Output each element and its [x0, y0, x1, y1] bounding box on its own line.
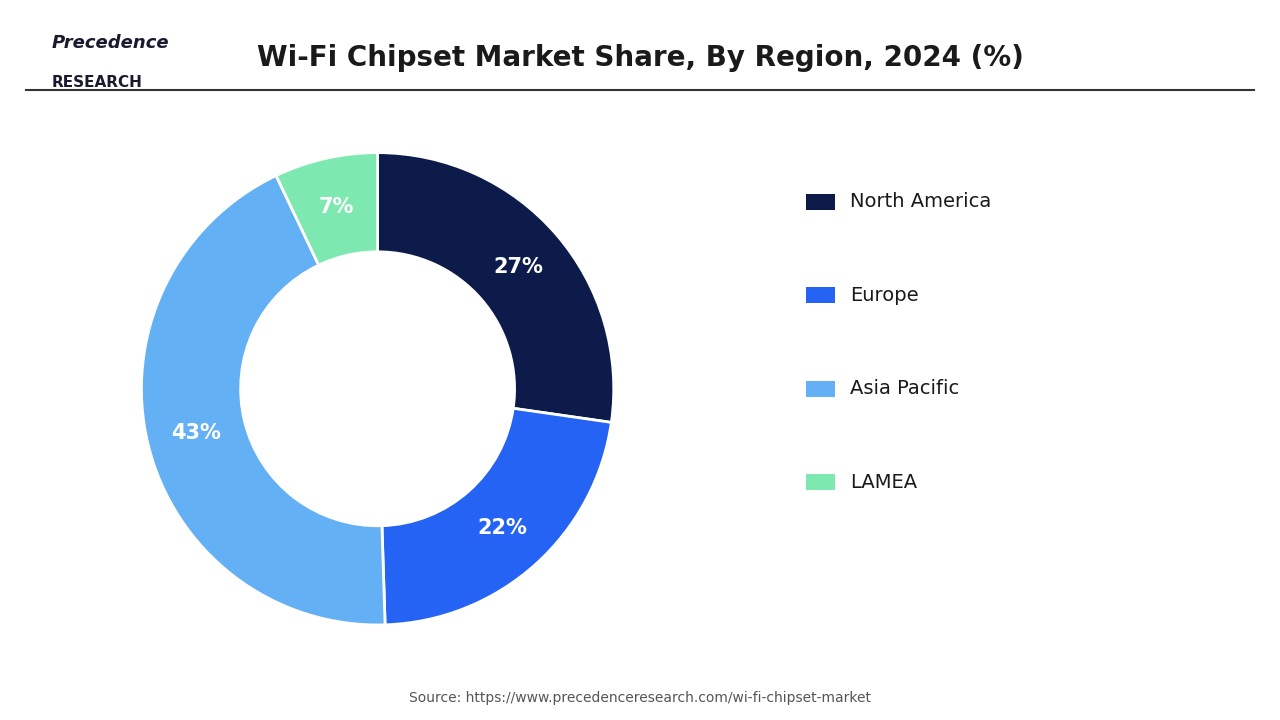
Wedge shape — [378, 153, 613, 423]
Text: 27%: 27% — [494, 256, 544, 276]
Text: Asia Pacific: Asia Pacific — [850, 379, 960, 398]
Text: 7%: 7% — [319, 197, 355, 217]
Text: North America: North America — [850, 192, 992, 211]
Text: 22%: 22% — [477, 518, 527, 538]
Text: RESEARCH: RESEARCH — [51, 76, 142, 90]
Text: Source: https://www.precedenceresearch.com/wi-fi-chipset-market: Source: https://www.precedenceresearch.c… — [410, 691, 870, 706]
Text: Europe: Europe — [850, 286, 919, 305]
Text: LAMEA: LAMEA — [850, 473, 918, 492]
Wedge shape — [381, 408, 612, 625]
Text: Wi-Fi Chipset Market Share, By Region, 2024 (%): Wi-Fi Chipset Market Share, By Region, 2… — [256, 44, 1024, 71]
Text: 43%: 43% — [172, 423, 221, 443]
Text: Precedence: Precedence — [51, 34, 169, 53]
Wedge shape — [276, 153, 378, 265]
Wedge shape — [142, 176, 385, 625]
